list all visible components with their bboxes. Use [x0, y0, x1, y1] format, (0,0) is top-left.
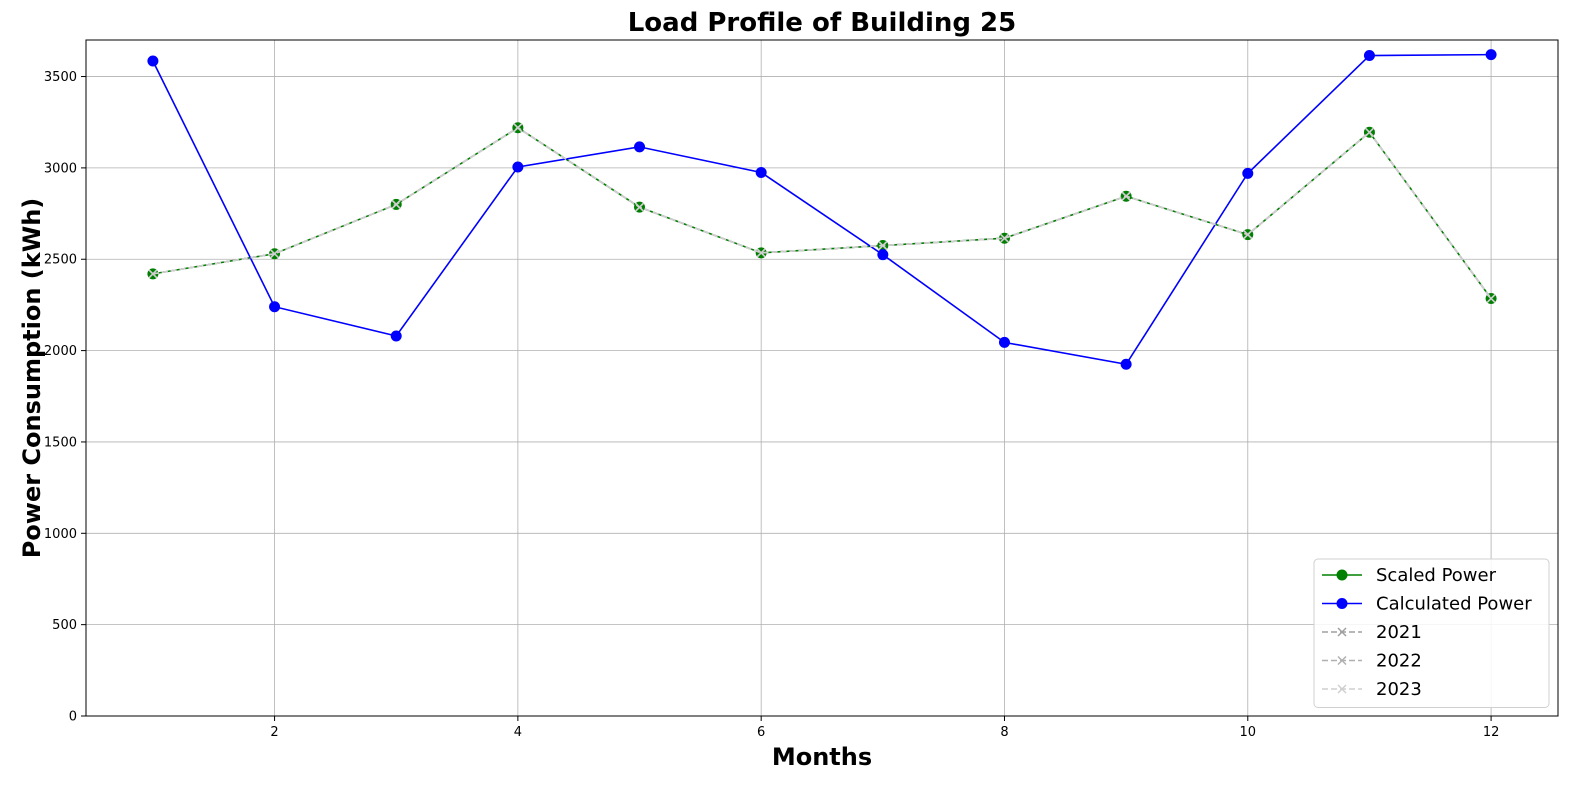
legend-label: 2023: [1376, 679, 1422, 700]
x-tick-label: 4: [514, 725, 522, 740]
series-layer: [147, 49, 1497, 370]
x-marker-stroke: [999, 233, 1010, 243]
legend-label: 2022: [1376, 651, 1422, 672]
data-point: [1121, 191, 1131, 201]
x-marker-stroke: [878, 241, 888, 251]
y-tick-label: 0: [69, 710, 77, 725]
x-marker-stroke: [1337, 627, 1347, 637]
y-tick-label: 3000: [44, 161, 77, 176]
x-marker-stroke: [1121, 191, 1131, 201]
y-tick-label: 1500: [44, 435, 77, 450]
y-tick-label: 3500: [44, 70, 77, 85]
x-marker-stroke: [756, 248, 766, 258]
series-calculated-power: [147, 49, 1497, 370]
data-point: [634, 141, 646, 153]
grid-layer: [86, 40, 1558, 717]
data-point: [1120, 358, 1132, 370]
data-point: [1243, 230, 1253, 240]
x-marker-stroke: [391, 199, 401, 209]
data-point: [1363, 50, 1375, 62]
y-tick-label: 1000: [44, 527, 77, 542]
x-marker-stroke: [1486, 293, 1496, 304]
data-point: [391, 199, 401, 209]
legend-marker: [1337, 684, 1347, 694]
legend-frame: [1313, 558, 1550, 708]
x-tick-label: 2: [270, 725, 278, 740]
data-point: [999, 233, 1010, 243]
legend-item: 2021: [1322, 622, 1422, 643]
legend-marker: [1336, 598, 1348, 609]
x-marker-stroke: [1364, 127, 1374, 137]
x-marker-stroke: [634, 202, 645, 212]
data-point: [269, 301, 281, 313]
legend-item: Scaled Power: [1322, 565, 1497, 586]
data-point: [755, 166, 767, 178]
legend-label: Scaled Power: [1376, 565, 1497, 586]
data-point: [512, 161, 524, 173]
plot-frame: [85, 39, 1559, 717]
legend-marker: [1337, 627, 1347, 637]
data-point: [634, 202, 645, 212]
y-tick-label: 500: [52, 618, 77, 633]
data-point: [147, 55, 159, 67]
data-point: [390, 330, 402, 342]
series-line: [152, 53, 1492, 366]
x-marker-stroke: [1337, 655, 1347, 666]
legend-label: Calculated Power: [1376, 594, 1532, 615]
data-point: [877, 249, 889, 261]
legend-marker: [1336, 569, 1348, 581]
legend-marker: [1337, 655, 1347, 666]
x-tick-label: 10: [1240, 725, 1257, 740]
data-point: [1364, 127, 1374, 137]
legend-label: 2021: [1376, 622, 1422, 643]
data-point: [1242, 167, 1254, 179]
series-2023: [148, 123, 1496, 304]
y-tick-label: 2000: [44, 344, 77, 359]
x-tick-label: 8: [1000, 725, 1008, 740]
y-axis-label: Power Consumption (kWh): [18, 198, 46, 559]
x-tick-label: 6: [757, 725, 765, 740]
legend-item: Calculated Power: [1322, 594, 1532, 615]
x-marker-stroke: [513, 123, 523, 133]
data-point: [1485, 49, 1497, 61]
x-axis-label: Months: [772, 743, 872, 771]
x-marker-stroke: [148, 269, 158, 279]
data-point: [998, 336, 1010, 348]
legend: Scaled Power Calculated Power 2021 2022 2023: [1313, 558, 1550, 708]
data-point: [513, 123, 523, 133]
legend-item: 2023: [1322, 679, 1422, 700]
legend-item: 2022: [1322, 651, 1422, 672]
y-tick-label: 2500: [44, 253, 77, 268]
ticks-layer: 2 4 6 8 10 12 0 500 1000 1500 2000 2500 3000 3500: [44, 70, 1499, 740]
chart-title: Load Profile of Building 25: [628, 8, 1017, 38]
data-point: [148, 269, 158, 279]
data-point: [1486, 293, 1496, 304]
x-marker-stroke: [270, 249, 280, 259]
series-line: [152, 126, 1492, 299]
x-tick-label: 12: [1483, 725, 1500, 740]
x-marker-stroke: [1243, 230, 1253, 240]
data-point: [878, 241, 888, 251]
x-marker-stroke: [1337, 684, 1347, 694]
data-point: [270, 249, 280, 259]
data-point: [756, 248, 766, 258]
